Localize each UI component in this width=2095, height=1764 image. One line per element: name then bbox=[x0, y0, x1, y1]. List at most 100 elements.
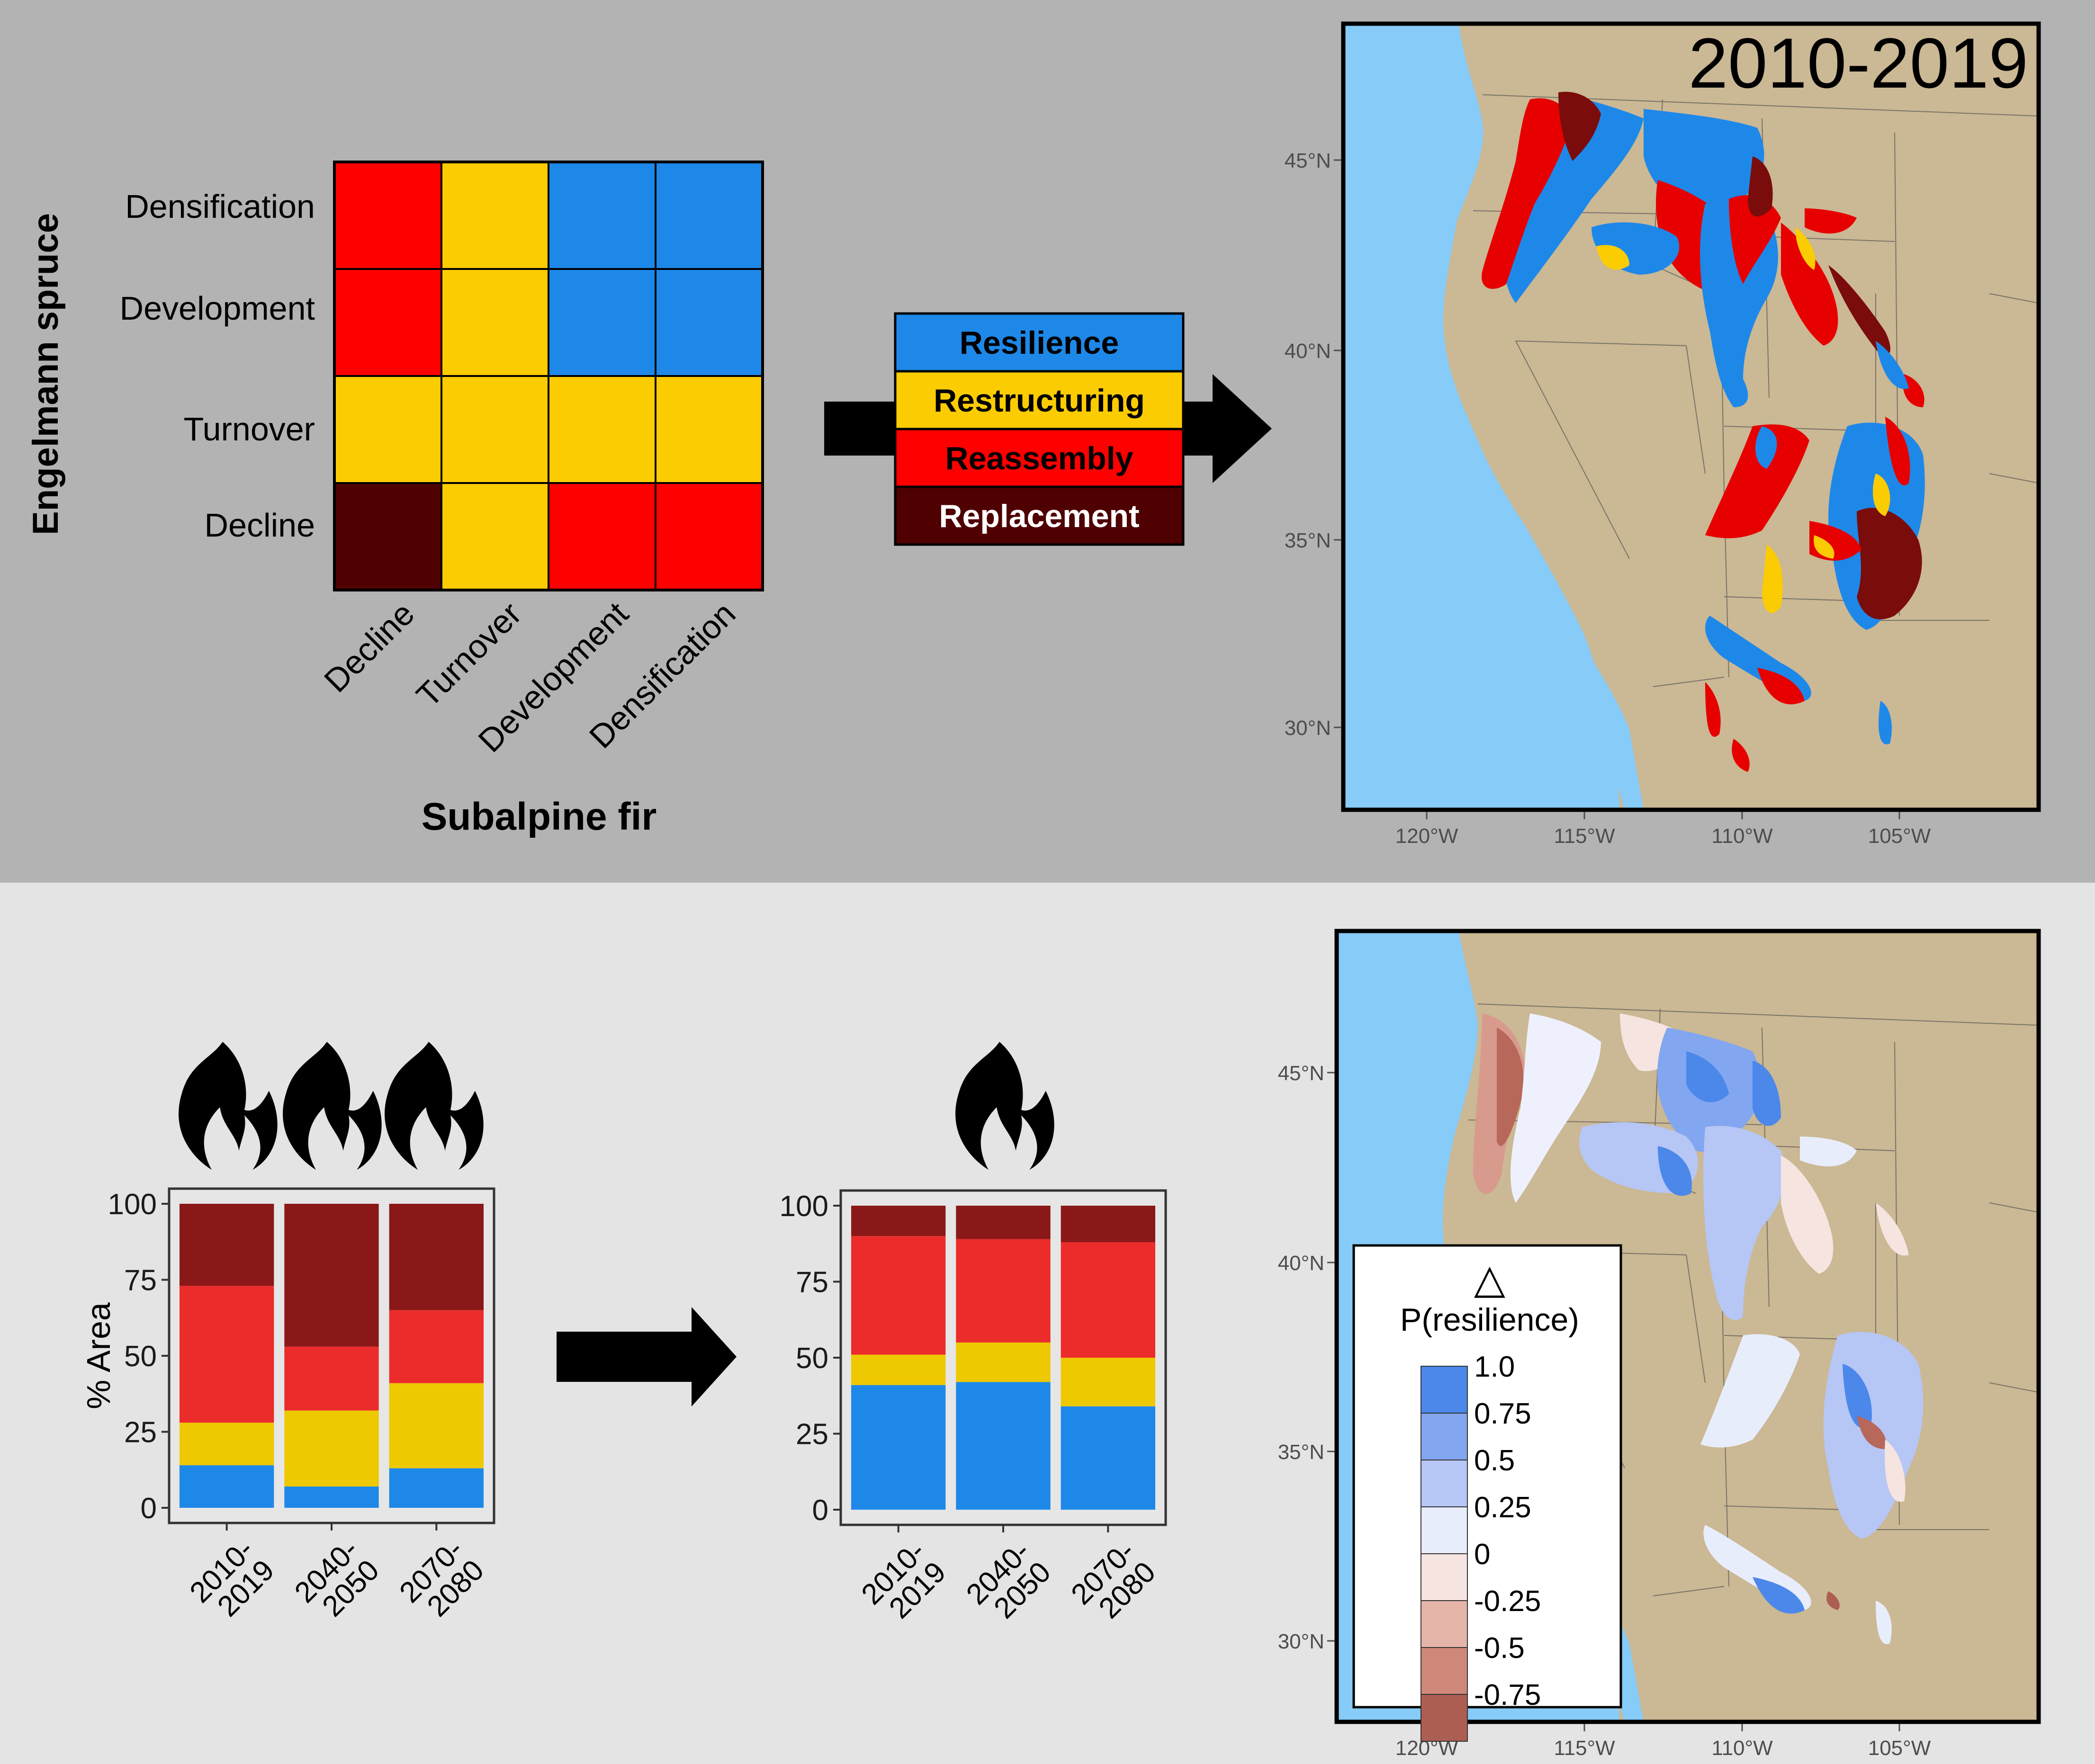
lat-tick-label: 30°N bbox=[1285, 716, 1331, 740]
legend-label-resilience: Resilience bbox=[960, 325, 1119, 361]
matrix-cell-2-1 bbox=[441, 375, 549, 484]
p-legend-value: 0.75 bbox=[1474, 1397, 1531, 1430]
p-legend-swatch bbox=[1421, 1413, 1468, 1460]
p-resilience-legend: △P(resilience) 1.0 0.75 0.5 0.25 0 -0.25 -0.5 -0… bbox=[1352, 1244, 1622, 1742]
bar-segment-replacement bbox=[389, 1204, 484, 1310]
legend-swatch-resilience bbox=[894, 312, 1185, 373]
p-legend-value: -0.5 bbox=[1474, 1632, 1525, 1665]
y-tick-label: 50 bbox=[124, 1340, 157, 1373]
bar-segment-reassembly bbox=[389, 1310, 484, 1383]
y-tick-label: 0 bbox=[812, 1494, 828, 1527]
matrix-cell-2-0 bbox=[333, 375, 442, 484]
lon-tick-label: 105°W bbox=[1868, 824, 1931, 848]
top-map-axes: 45°N 40°N 35°N 30°N 120°W 115°W 110°W 105°W bbox=[1285, 149, 1931, 848]
y-tick-label: 0 bbox=[141, 1492, 157, 1525]
transition-matrix: Densification Development Turnover Decline D… bbox=[120, 161, 764, 759]
bar-segment-replacement bbox=[1061, 1206, 1155, 1243]
matrix-row-label: Decline bbox=[205, 507, 315, 544]
bar-segment-replacement bbox=[851, 1206, 946, 1236]
bottom-map-regions bbox=[1473, 1013, 1924, 1644]
delta-symbol: △ bbox=[1474, 1256, 1505, 1302]
x-tick-label: 2070-2080 bbox=[393, 1533, 490, 1630]
p-legend-swatch bbox=[1421, 1600, 1468, 1648]
bar-segment-resilience bbox=[851, 1385, 946, 1510]
bar-segment-reassembly bbox=[180, 1286, 274, 1423]
matrix-cell-0-1 bbox=[441, 161, 549, 270]
matrix-cell-3-3 bbox=[655, 482, 764, 591]
p-legend-value: -0.25 bbox=[1474, 1585, 1541, 1618]
lon-tick-label: 115°W bbox=[1554, 1737, 1615, 1760]
matrix-y-title: Engelmann spruce bbox=[26, 213, 66, 535]
matrix-x-title: Subalpine fir bbox=[422, 795, 657, 838]
matrix-row-label: Turnover bbox=[183, 411, 315, 448]
y-tick-label: 75 bbox=[796, 1266, 828, 1299]
lon-tick-label: 110°W bbox=[1711, 1737, 1773, 1760]
matrix-cell-0-3 bbox=[655, 161, 764, 270]
bar-segment-resilience bbox=[284, 1486, 379, 1508]
y-tick-label: 75 bbox=[124, 1264, 157, 1297]
matrix-cell-0-0 bbox=[333, 161, 442, 270]
legend-label-replacement: Replacement bbox=[939, 498, 1139, 534]
p-legend-value: -0.75 bbox=[1474, 1679, 1541, 1711]
legend-label-restructuring: Restructuring bbox=[934, 383, 1145, 419]
x-tick-label: 2010-2019 bbox=[855, 1535, 953, 1632]
p-legend-title: P(resilience) bbox=[1400, 1302, 1579, 1338]
p-legend-value: 1.0 bbox=[1474, 1351, 1515, 1383]
top-map-title: 2010-2019 bbox=[1689, 23, 2028, 103]
p-legend-swatch bbox=[1421, 1647, 1468, 1695]
bar-segment-replacement bbox=[956, 1206, 1051, 1239]
y-tick-label: 50 bbox=[796, 1342, 828, 1375]
bar-chart-current-fire: 0 25 50 75 100 % Area 2010-2019 2040-2050 2070-2… bbox=[80, 1187, 495, 1630]
fire-icon bbox=[179, 1042, 278, 1170]
fire-icon bbox=[385, 1042, 484, 1170]
y-axis-label: % Area bbox=[80, 1302, 117, 1409]
lat-tick-label: 35°N bbox=[1278, 1441, 1324, 1464]
bar-segment-replacement bbox=[180, 1204, 274, 1286]
bar-chart-reduced-fire: 0 25 50 75 100 2010-2019 2040-2050 2070-2080 bbox=[780, 1189, 1167, 1632]
bar-segment-restructuring bbox=[1061, 1358, 1155, 1406]
lat-tick-label: 40°N bbox=[1285, 340, 1331, 363]
bar-segment-restructuring bbox=[389, 1383, 484, 1469]
legend-label-reassembly: Reassembly bbox=[945, 440, 1133, 476]
matrix-cell-1-0 bbox=[333, 268, 442, 377]
legend-swatch-replacement bbox=[894, 485, 1185, 546]
top-map: 2010-2019 45°N 40°N 35°N 30°N 120°W 115°W 110°… bbox=[1285, 21, 2041, 848]
matrix-cell-2-3 bbox=[655, 375, 764, 484]
matrix-cell-3-0 bbox=[333, 482, 442, 591]
matrix-cell-1-2 bbox=[548, 268, 656, 377]
lat-tick-label: 40°N bbox=[1278, 1252, 1324, 1275]
y-tick-label: 100 bbox=[108, 1188, 157, 1221]
bar-segment-restructuring bbox=[956, 1342, 1051, 1382]
lat-tick-label: 30°N bbox=[1278, 1630, 1324, 1653]
matrix-row-label: Development bbox=[120, 290, 315, 327]
lat-tick-label: 45°N bbox=[1285, 149, 1331, 172]
p-legend-swatch bbox=[1421, 1553, 1468, 1601]
category-legend: Resilience Restructuring Reassembly Replace… bbox=[894, 312, 1185, 546]
y-tick-label: 25 bbox=[124, 1416, 157, 1449]
fire-icon bbox=[283, 1042, 382, 1170]
p-legend-box bbox=[1352, 1244, 1622, 1709]
lat-tick-label: 35°N bbox=[1285, 529, 1331, 552]
bar-segment-resilience bbox=[389, 1468, 484, 1508]
bar-segment-reassembly bbox=[851, 1236, 946, 1355]
p-legend-swatch bbox=[1421, 1506, 1468, 1554]
bar-segment-reassembly bbox=[956, 1239, 1051, 1343]
matrix-cell-3-1 bbox=[441, 482, 549, 591]
p-legend-swatch bbox=[1421, 1460, 1468, 1507]
x-tick-label: 2070-2080 bbox=[1065, 1535, 1162, 1632]
matrix-col-label: Decline bbox=[317, 595, 421, 699]
matrix-row-label: Densification bbox=[125, 188, 315, 225]
y-tick-label: 25 bbox=[796, 1418, 828, 1451]
x-tick-label: 2040-2050 bbox=[288, 1533, 386, 1630]
bar-segment-reassembly bbox=[284, 1346, 379, 1411]
y-tick-label: 100 bbox=[780, 1190, 828, 1223]
bar-segment-resilience bbox=[956, 1382, 1051, 1510]
bar-segment-resilience bbox=[1061, 1406, 1155, 1510]
legend-swatch-restructuring bbox=[894, 370, 1185, 430]
legend-swatch-reassembly bbox=[894, 428, 1185, 488]
lon-tick-label: 110°W bbox=[1711, 824, 1773, 848]
p-legend-swatch bbox=[1421, 1694, 1468, 1742]
